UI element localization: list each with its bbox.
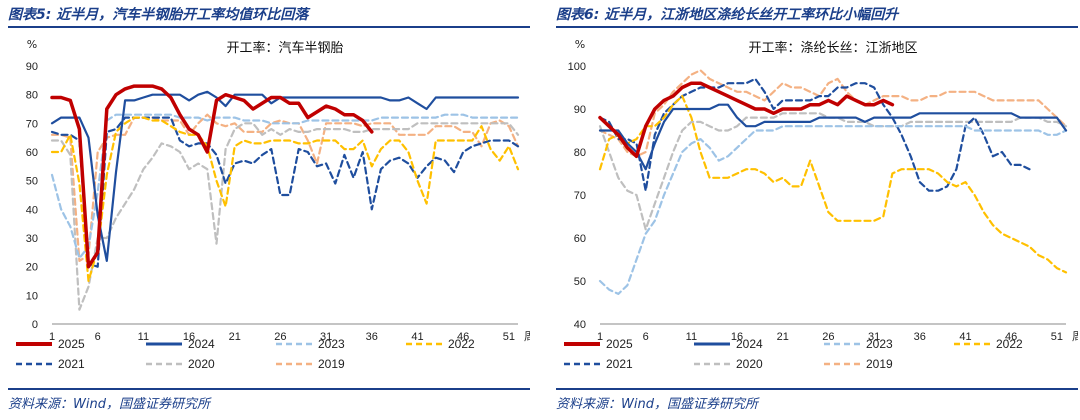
y-tick-label: 40	[574, 319, 586, 331]
source-note: 资料来源：Wind，国盛证券研究所	[8, 397, 210, 412]
y-axis-unit: %	[27, 38, 37, 51]
legend-label-2025: 2025	[58, 337, 85, 351]
y-tick-label: 70	[574, 190, 586, 202]
legend-label-2024: 2024	[188, 337, 215, 351]
x-tick-label: 16	[731, 331, 743, 343]
series-line-2025	[598, 81, 895, 159]
x-tick-label: 21	[777, 331, 789, 343]
x-tick-label: 41	[411, 331, 423, 343]
series-line-2022	[50, 116, 520, 283]
y-axis-unit: %	[575, 38, 585, 51]
y-tick-label: 0	[32, 319, 38, 331]
x-tick-label: 1	[597, 331, 603, 343]
chart-title: 开工率：汽车半钢胎	[226, 40, 343, 56]
series-line-2024	[50, 90, 520, 262]
legend-label-2023: 2023	[318, 337, 345, 351]
legend-label-2021: 2021	[58, 357, 85, 371]
y-tick-label: 10	[26, 290, 38, 302]
x-axis-unit: 周	[524, 330, 530, 343]
figure-title: 图表5: 近半月，汽车半钢胎开工率均值环比回落	[8, 7, 309, 23]
y-tick-label: 70	[26, 118, 38, 130]
x-tick-label: 31	[320, 331, 332, 343]
x-tick-label: 6	[95, 331, 101, 343]
series-line-2022	[598, 94, 1068, 274]
source-divider	[556, 388, 1078, 390]
x-tick-label: 36	[366, 331, 378, 343]
x-tick-label: 36	[914, 331, 926, 343]
legend-label-2019: 2019	[866, 357, 893, 371]
y-tick-label: 90	[26, 61, 38, 73]
legend-label-2022: 2022	[996, 337, 1023, 351]
chart-panel-right: 图表6: 近半月，江浙地区涤纶长丝开工率环比小幅回升 开工率：涤纶长丝：江浙地区…	[548, 0, 1078, 420]
title-divider	[556, 26, 1078, 28]
x-tick-label: 46	[457, 331, 469, 343]
series-line-2024	[598, 103, 1068, 171]
series-line-2020	[50, 122, 520, 311]
legend-label-2024: 2024	[736, 337, 763, 351]
legend-label-2020: 2020	[188, 357, 215, 371]
x-tick-label: 46	[1005, 331, 1017, 343]
series-line-2019	[50, 113, 520, 262]
x-tick-label: 16	[183, 331, 195, 343]
y-tick-label: 40	[26, 204, 38, 216]
chart-title: 开工率：涤纶长丝：江浙地区	[748, 40, 917, 56]
legend-label-2025: 2025	[606, 337, 633, 351]
series-line-2023	[50, 113, 520, 260]
x-tick-label: 41	[959, 331, 971, 343]
x-tick-label: 26	[822, 331, 834, 343]
x-tick-label: 51	[503, 331, 515, 343]
legend-label-2021: 2021	[606, 357, 633, 371]
legend-label-2023: 2023	[866, 337, 893, 351]
x-tick-label: 1	[49, 331, 55, 343]
x-tick-label: 6	[643, 331, 649, 343]
legend-label-2019: 2019	[318, 357, 345, 371]
title-divider	[8, 26, 530, 28]
source-divider	[8, 388, 530, 390]
chart-panel-left: 图表5: 近半月，汽车半钢胎开工率均值环比回落 开工率：汽车半钢胎% 0 10 20 3…	[0, 0, 530, 420]
figure-title: 图表6: 近半月，江浙地区涤纶长丝开工率环比小幅回升	[556, 7, 899, 23]
x-tick-label: 26	[274, 331, 286, 343]
source-note: 资料来源：Wind，国盛证券研究所	[556, 397, 758, 412]
y-tick-label: 100	[568, 61, 586, 73]
y-tick-label: 30	[26, 233, 38, 245]
x-tick-label: 51	[1051, 331, 1063, 343]
series-line-2025	[50, 84, 374, 269]
x-axis-unit: 周	[1072, 330, 1078, 343]
series-line-2021	[50, 116, 520, 268]
series-line-2019	[598, 69, 1068, 158]
legend-label-2022: 2022	[448, 337, 475, 351]
y-tick-label: 60	[26, 147, 38, 159]
series-line-2023	[598, 125, 1068, 295]
x-tick-label: 31	[868, 331, 880, 343]
legend-label-2020: 2020	[736, 357, 763, 371]
series-line-2021	[598, 77, 1031, 192]
x-tick-label: 11	[138, 331, 149, 343]
x-tick-label: 21	[229, 331, 241, 343]
y-tick-label: 80	[26, 90, 38, 102]
y-tick-label: 20	[26, 262, 38, 274]
y-tick-label: 90	[574, 104, 586, 116]
x-tick-label: 11	[686, 331, 697, 343]
y-tick-label: 50	[26, 176, 38, 188]
y-tick-label: 60	[574, 233, 586, 245]
y-tick-label: 50	[574, 276, 586, 288]
y-tick-label: 80	[574, 147, 586, 159]
